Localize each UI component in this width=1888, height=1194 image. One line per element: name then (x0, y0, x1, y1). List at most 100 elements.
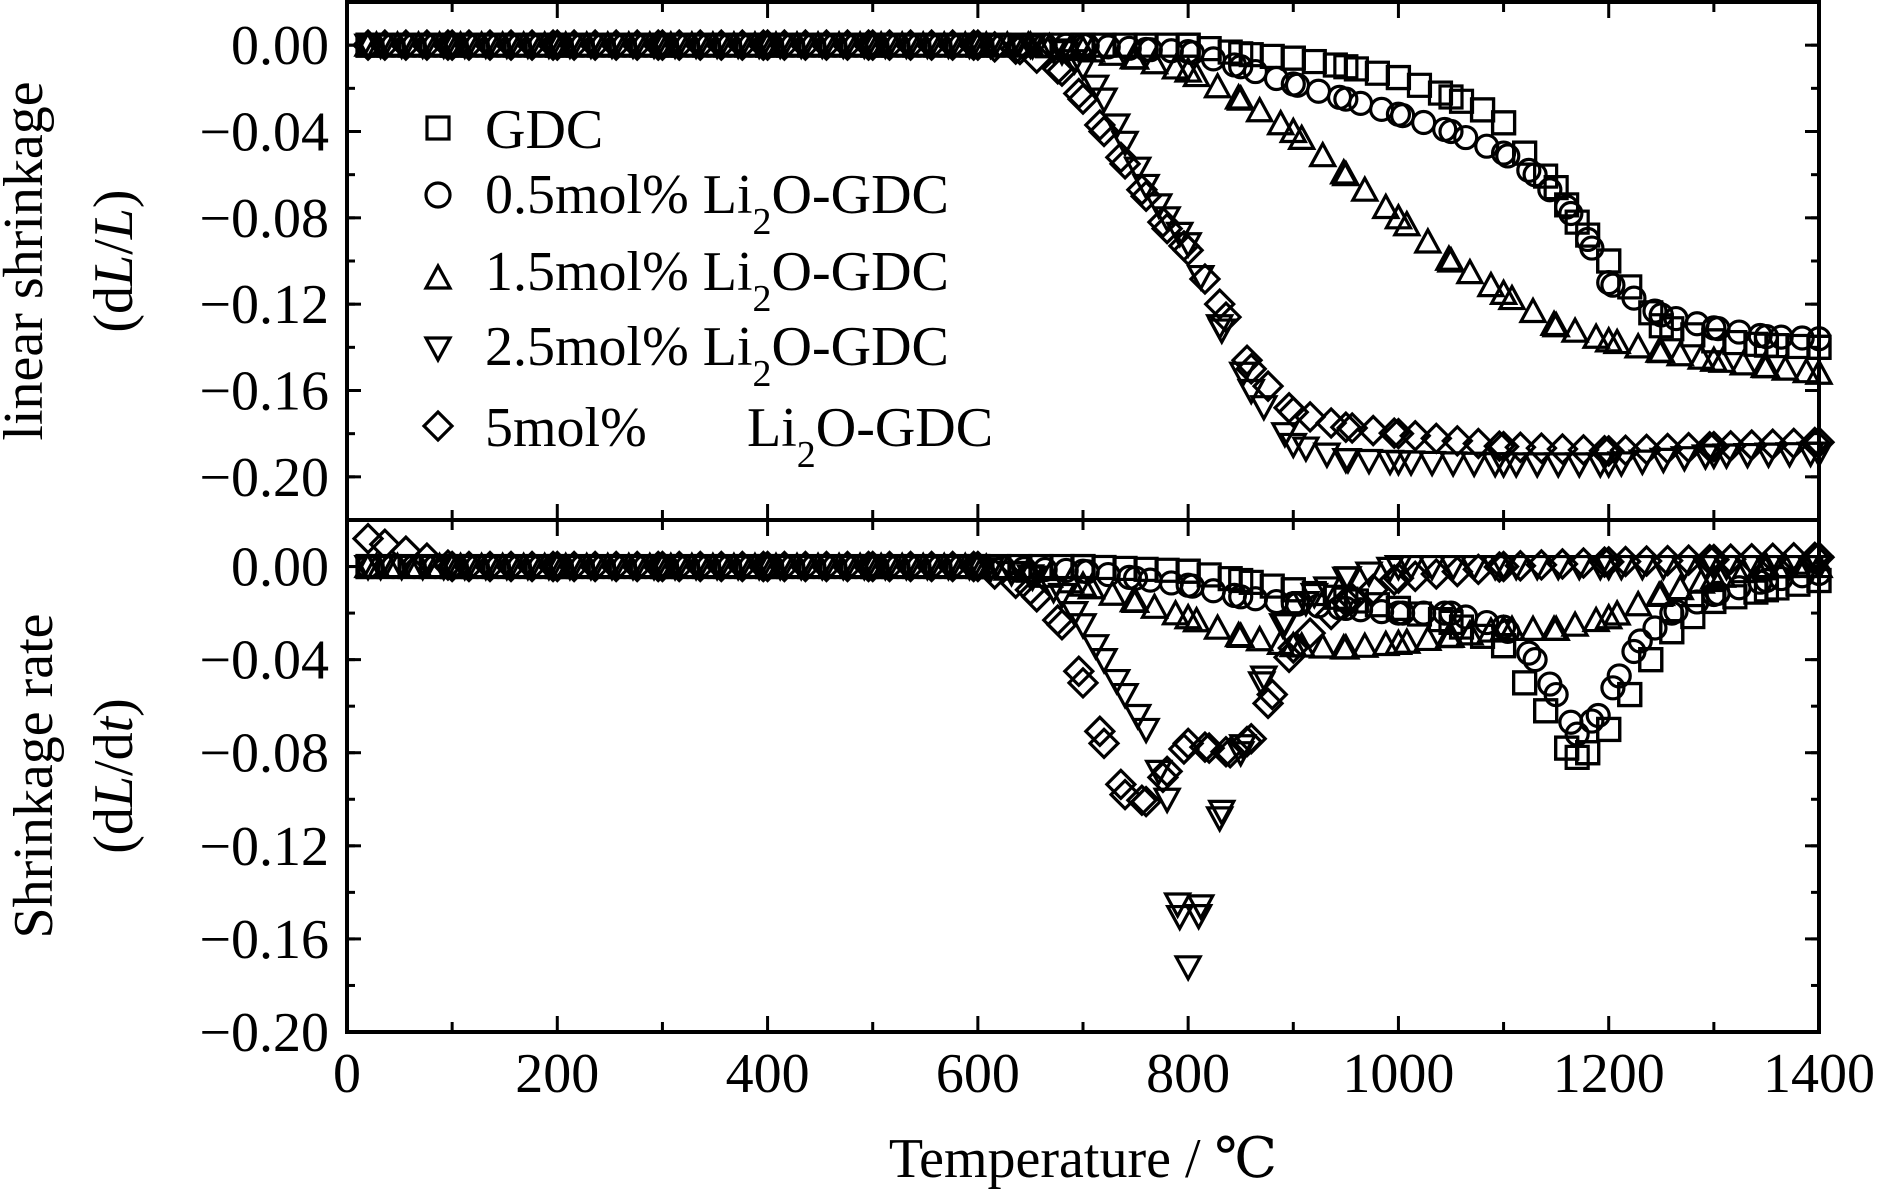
top-point-diamond (978, 30, 1011, 64)
bottom-y-axis-title: Shrinkage rate (3, 614, 65, 939)
bottom-point-diamond (1592, 545, 1625, 579)
top-point-triangle-down (1312, 442, 1342, 470)
bottom-y-tick-label: −0.16 (199, 909, 329, 971)
bottom-point-circle (1600, 675, 1626, 701)
bottom-point-triangle-up (1181, 605, 1212, 633)
bottom-point-diamond (1798, 541, 1832, 574)
top-point-diamond (435, 28, 469, 62)
bottom-point-triangle-down (408, 554, 438, 582)
top-y-tick-label: −0.12 (199, 274, 329, 336)
top-point-diamond (1146, 205, 1180, 239)
top-y-tick-label: −0.20 (199, 447, 329, 509)
bottom-point-circle (1642, 615, 1668, 641)
top-point-circle (1516, 157, 1542, 183)
top-point-triangle-down (1173, 232, 1203, 260)
top-point-triangle-up (1278, 116, 1308, 144)
bottom-point-triangle-down (996, 560, 1027, 588)
bottom-point-diamond (410, 541, 444, 575)
x-tick-label: 600 (936, 1043, 1020, 1105)
bottom-point-triangle-up (1665, 573, 1695, 601)
top-point-diamond (389, 28, 423, 62)
bottom-point-diamond (1255, 678, 1289, 711)
top-point-diamond (515, 28, 549, 62)
bottom-point-square (1511, 670, 1538, 696)
bottom-point-triangle-up (1455, 618, 1485, 646)
top-point-circle (1789, 325, 1815, 351)
bottom-point-square (1228, 567, 1254, 594)
top-point-triangle-down (1291, 436, 1321, 464)
top-point-triangle-up (1665, 339, 1695, 367)
top-point-diamond (1108, 147, 1142, 181)
bottom-y-axis-unit: (dL/dt) (83, 698, 145, 854)
bottom-point-diamond (789, 550, 822, 583)
top-point-diamond (810, 28, 843, 62)
bottom-point-triangle-up (1173, 602, 1203, 630)
bottom-point-diamond (351, 522, 385, 555)
top-point-diamond (1171, 233, 1205, 267)
top-point-triangle-down (1383, 450, 1414, 478)
bottom-point-diamond (1234, 722, 1268, 756)
bottom-point-triangle-down (1774, 554, 1805, 582)
bottom-point-diamond (747, 550, 780, 583)
top-y-axis-unit: (dL/L) (83, 189, 145, 332)
top-point-diamond (351, 28, 385, 62)
bottom-point-diamond (705, 550, 738, 583)
x-tick-label: 1000 (1342, 1043, 1454, 1105)
top-point-diamond (1234, 352, 1268, 386)
top-point-circle (1490, 140, 1517, 166)
top-point-circle (1385, 101, 1412, 127)
legend-label-gdc: GDC (485, 99, 603, 161)
bottom-point-triangle-up (1139, 591, 1170, 619)
top-y-axis-unit-text: (dL/L) (83, 189, 145, 332)
bottom-point-square (1175, 558, 1201, 584)
top-point-diamond (856, 28, 889, 62)
top-point-triangle-down (1080, 74, 1111, 102)
top-point-diamond (957, 28, 990, 62)
bottom-point-diamond (1125, 783, 1159, 817)
top-point-triangle-up (1488, 278, 1519, 305)
bottom-point-triangle-up (1097, 578, 1128, 606)
top-point-triangle-up (1623, 331, 1653, 359)
bottom-point-diamond (915, 550, 948, 583)
bottom-point-diamond (1192, 731, 1226, 765)
bottom-point-diamond (894, 550, 927, 583)
bottom-point-triangle-down (1648, 554, 1679, 582)
top-point-diamond (1335, 411, 1369, 445)
tick-label-group: 0.00 −0.04 −0.08 −0.12 −0.16 −0.20 0.00 −0.04 −0… (199, 15, 1875, 1105)
bottom-y-tick-label: −0.20 (199, 1002, 329, 1064)
bottom-point-triangle-up (1646, 579, 1676, 607)
top-point-triangle-up (1120, 42, 1151, 70)
top-point-triangle-up (1226, 83, 1256, 111)
top-point-triangle-down (1543, 452, 1573, 480)
bottom-point-diamond (515, 550, 549, 583)
bottom-point-triangle-down (1268, 613, 1298, 641)
bottom-point-diamond (936, 550, 969, 583)
bottom-point-diamond (1697, 543, 1731, 576)
top-point-square (1280, 45, 1306, 71)
top-point-diamond (1567, 433, 1600, 467)
bottom-point-diamond (1487, 550, 1520, 583)
top-point-diamond (1087, 115, 1121, 148)
top-point-triangle-down (1068, 55, 1098, 83)
top-point-diamond (494, 28, 528, 62)
top-point-diamond (431, 28, 465, 62)
top-point-diamond (620, 28, 654, 62)
top-point-diamond (1003, 33, 1037, 66)
top-point-triangle-up (1160, 52, 1191, 80)
top-point-circle (1753, 323, 1780, 350)
top-point-triangle-up (1139, 47, 1170, 75)
bottom-point-diamond (978, 557, 1011, 591)
bottom-point-circle (1606, 663, 1632, 689)
bottom-point-diamond (1083, 715, 1117, 748)
top-point-triangle-up (1518, 296, 1548, 324)
top-point-diamond (1251, 369, 1285, 403)
top-point-square (1333, 54, 1359, 80)
top-point-square (1438, 84, 1464, 110)
bottom-point-triangle-up (1226, 621, 1256, 648)
bottom-y-tick-label: −0.12 (199, 816, 329, 878)
bottom-point-square (1617, 681, 1643, 708)
bottom-point-circle (1701, 581, 1727, 608)
top-point-triangle-down (1204, 314, 1235, 342)
bottom-point-triangle-up (1350, 630, 1380, 658)
bottom-point-diamond (1277, 631, 1310, 665)
